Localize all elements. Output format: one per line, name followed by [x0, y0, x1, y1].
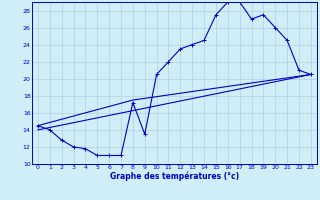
- X-axis label: Graphe des températures (°c): Graphe des températures (°c): [110, 172, 239, 181]
